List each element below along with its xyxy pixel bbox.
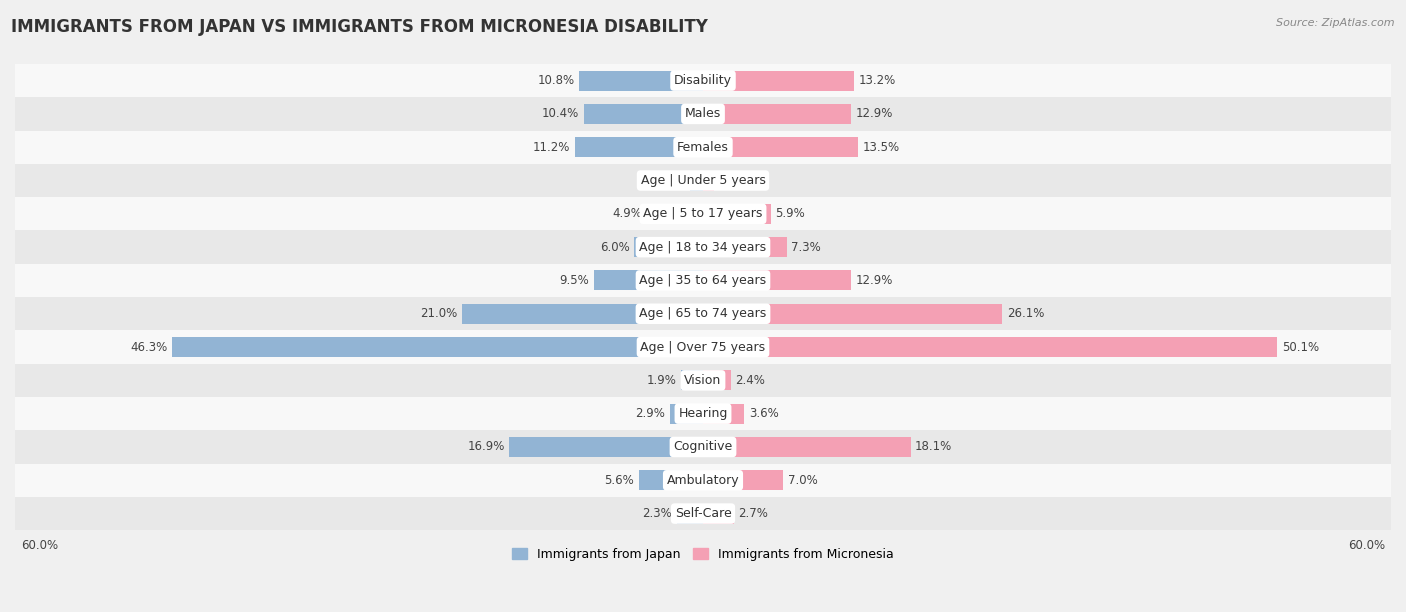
Text: Vision: Vision <box>685 374 721 387</box>
Text: 13.5%: 13.5% <box>862 141 900 154</box>
Text: 2.9%: 2.9% <box>636 407 665 420</box>
Text: 10.8%: 10.8% <box>537 74 575 87</box>
Text: 2.3%: 2.3% <box>643 507 672 520</box>
Bar <box>15 231 1391 264</box>
Text: 60.0%: 60.0% <box>21 539 58 551</box>
Bar <box>15 197 1391 231</box>
Text: 1.1%: 1.1% <box>657 174 686 187</box>
Text: Self-Care: Self-Care <box>675 507 731 520</box>
Bar <box>595 271 703 291</box>
Text: 7.0%: 7.0% <box>787 474 818 487</box>
Bar <box>703 104 851 124</box>
Bar <box>15 497 1391 530</box>
Bar <box>703 404 744 424</box>
Bar <box>583 104 703 124</box>
Bar <box>15 397 1391 430</box>
Bar <box>579 70 703 91</box>
Text: 18.1%: 18.1% <box>915 441 952 453</box>
Text: 10.4%: 10.4% <box>541 108 579 121</box>
Bar <box>703 437 911 457</box>
Text: 9.5%: 9.5% <box>560 274 589 287</box>
Text: 13.2%: 13.2% <box>859 74 896 87</box>
Text: Age | 65 to 74 years: Age | 65 to 74 years <box>640 307 766 320</box>
Text: 50.1%: 50.1% <box>1282 340 1319 354</box>
Text: Females: Females <box>678 141 728 154</box>
Bar <box>703 237 787 257</box>
Text: Hearing: Hearing <box>678 407 728 420</box>
Bar <box>634 237 703 257</box>
Bar <box>15 430 1391 464</box>
Bar <box>638 470 703 490</box>
Bar <box>15 130 1391 164</box>
Bar <box>669 404 703 424</box>
Text: 4.9%: 4.9% <box>613 207 643 220</box>
Text: 2.4%: 2.4% <box>735 374 765 387</box>
Text: 3.6%: 3.6% <box>749 407 779 420</box>
Text: 26.1%: 26.1% <box>1007 307 1045 320</box>
Bar <box>703 137 858 157</box>
Bar <box>15 164 1391 197</box>
Text: 5.9%: 5.9% <box>775 207 806 220</box>
Text: 60.0%: 60.0% <box>1348 539 1385 551</box>
Bar <box>703 370 731 390</box>
Bar <box>15 97 1391 130</box>
Text: 46.3%: 46.3% <box>131 340 167 354</box>
Bar <box>690 171 703 190</box>
Text: Source: ZipAtlas.com: Source: ZipAtlas.com <box>1277 18 1395 28</box>
Text: 5.6%: 5.6% <box>605 474 634 487</box>
Text: Disability: Disability <box>673 74 733 87</box>
Bar <box>703 204 770 224</box>
Legend: Immigrants from Japan, Immigrants from Micronesia: Immigrants from Japan, Immigrants from M… <box>508 543 898 566</box>
Bar <box>703 504 734 524</box>
Text: Age | 35 to 64 years: Age | 35 to 64 years <box>640 274 766 287</box>
Text: 11.2%: 11.2% <box>533 141 569 154</box>
Bar <box>676 504 703 524</box>
Text: 2.7%: 2.7% <box>738 507 769 520</box>
Bar <box>15 264 1391 297</box>
Bar <box>172 337 703 357</box>
Bar <box>15 464 1391 497</box>
Bar <box>703 70 855 91</box>
Bar <box>703 470 783 490</box>
Bar <box>682 370 703 390</box>
Text: IMMIGRANTS FROM JAPAN VS IMMIGRANTS FROM MICRONESIA DISABILITY: IMMIGRANTS FROM JAPAN VS IMMIGRANTS FROM… <box>11 18 709 36</box>
Text: 1.9%: 1.9% <box>647 374 676 387</box>
Text: Cognitive: Cognitive <box>673 441 733 453</box>
Text: 7.3%: 7.3% <box>792 241 821 253</box>
Text: 1.0%: 1.0% <box>718 174 749 187</box>
Bar <box>703 271 851 291</box>
Text: Age | 18 to 34 years: Age | 18 to 34 years <box>640 241 766 253</box>
Bar <box>703 304 1002 324</box>
Bar <box>15 64 1391 97</box>
Bar <box>15 297 1391 330</box>
Bar <box>703 337 1278 357</box>
Bar <box>15 330 1391 364</box>
Bar <box>703 171 714 190</box>
Bar <box>509 437 703 457</box>
Bar <box>647 204 703 224</box>
Text: 6.0%: 6.0% <box>600 241 630 253</box>
Text: 21.0%: 21.0% <box>420 307 457 320</box>
Text: Males: Males <box>685 108 721 121</box>
Text: 12.9%: 12.9% <box>855 274 893 287</box>
Text: Ambulatory: Ambulatory <box>666 474 740 487</box>
Bar <box>575 137 703 157</box>
Bar <box>463 304 703 324</box>
Text: 12.9%: 12.9% <box>855 108 893 121</box>
Text: Age | Over 75 years: Age | Over 75 years <box>641 340 765 354</box>
Text: Age | 5 to 17 years: Age | 5 to 17 years <box>644 207 762 220</box>
Bar <box>15 364 1391 397</box>
Text: 16.9%: 16.9% <box>467 441 505 453</box>
Text: Age | Under 5 years: Age | Under 5 years <box>641 174 765 187</box>
